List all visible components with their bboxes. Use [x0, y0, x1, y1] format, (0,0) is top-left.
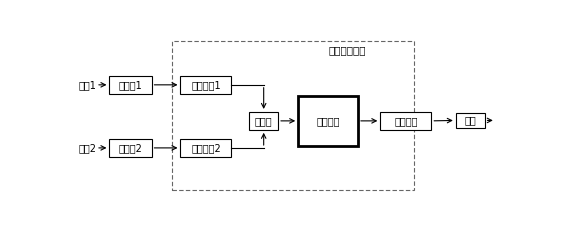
Text: 混合器: 混合器	[255, 116, 273, 126]
Text: 预热模块2: 预热模块2	[191, 143, 221, 153]
Bar	[456, 113, 485, 128]
Bar	[180, 76, 231, 94]
Bar	[298, 96, 358, 146]
Bar	[380, 112, 431, 130]
Text: 预热模块1: 预热模块1	[191, 80, 221, 90]
Text: 产物: 产物	[464, 115, 476, 125]
Bar	[249, 112, 278, 130]
Bar	[180, 139, 231, 157]
Text: 计量泵2: 计量泵2	[119, 143, 143, 153]
Text: 微通道反应器: 微通道反应器	[328, 45, 366, 55]
Text: 料液2: 料液2	[79, 143, 96, 153]
Text: 冷却模块: 冷却模块	[394, 116, 418, 126]
Bar	[109, 76, 151, 94]
Bar	[109, 139, 151, 157]
Text: 计量泵1: 计量泵1	[119, 80, 142, 90]
Bar	[171, 41, 414, 190]
Text: 反应模块: 反应模块	[316, 116, 340, 126]
Text: 料液1: 料液1	[79, 80, 96, 90]
